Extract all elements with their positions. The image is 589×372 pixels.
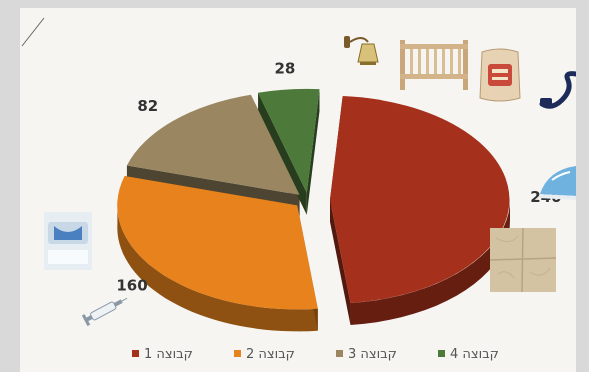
data-label-3: 82 [137, 97, 158, 115]
legend: קבוצה 1 קבוצה 2 קבוצה 3 קבוצה 4 [132, 347, 499, 362]
floor-tile-icon [490, 228, 556, 292]
cord-icon [539, 71, 576, 109]
pie-slice-4 [258, 88, 320, 193]
pie-slice-side [117, 201, 318, 332]
legend-swatch-2 [234, 350, 241, 357]
decorative-line [21, 17, 45, 47]
legend-label-2: קבוצה 2 [246, 347, 295, 362]
pie-slice-2 [117, 176, 318, 310]
wall-lamp-icon [344, 36, 379, 65]
pie-slice-side [350, 197, 510, 325]
baby-crib-icon [400, 40, 468, 90]
pie-slice-1 [329, 96, 510, 303]
washing-machine-icon [44, 212, 92, 270]
steam-iron-icon [538, 166, 576, 200]
pie-slice-3 [126, 94, 300, 195]
data-label-4: 28 [274, 60, 295, 78]
pie-slice-cut-face [258, 92, 307, 215]
syringe-icon [81, 297, 128, 327]
pie-slice-cut-face [329, 199, 351, 326]
cement-bag-icon [479, 48, 521, 102]
pie-tops [117, 88, 510, 310]
legend-swatch-4 [438, 350, 445, 357]
data-label-2: 160 [116, 277, 147, 295]
legend-label-4: קבוצה 4 [450, 347, 499, 362]
legend-swatch-3 [336, 350, 343, 357]
pie-slice-cut-face [306, 89, 320, 215]
legend-swatch-1 [132, 350, 139, 357]
legend-label-3: קבוצה 3 [348, 347, 397, 362]
legend-label-1: קבוצה 1 [144, 347, 193, 362]
